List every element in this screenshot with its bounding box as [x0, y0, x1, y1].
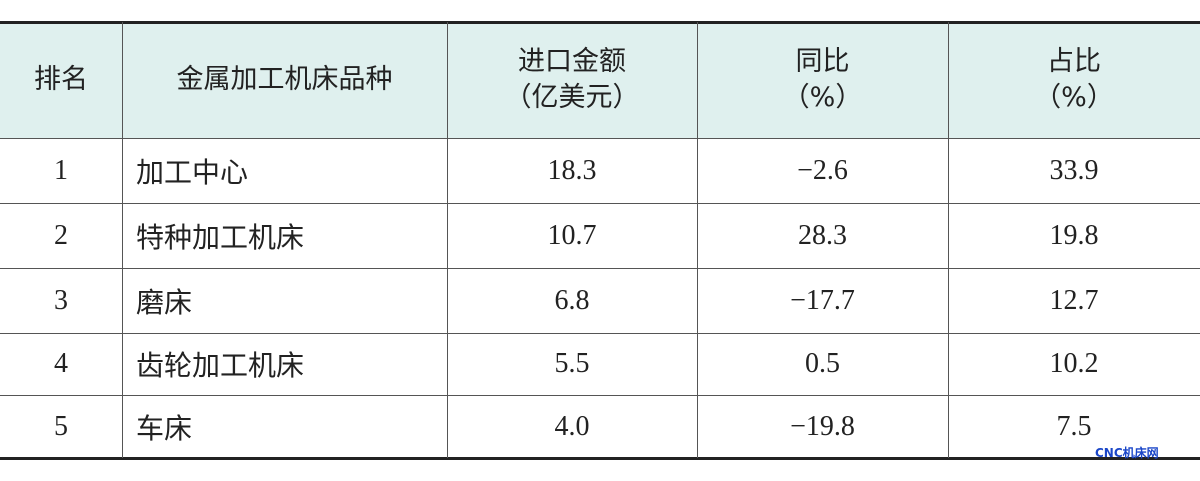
- column-border: [122, 22, 123, 458]
- header-cell: 同比 （%）: [697, 22, 948, 138]
- column-border: [697, 22, 698, 458]
- table-cell: 0.5: [805, 348, 840, 379]
- row-border: [0, 333, 1200, 334]
- row-border: [0, 138, 1200, 139]
- row-border: [0, 268, 1200, 269]
- row-border: [0, 21, 1200, 24]
- table-cell: 齿轮加工机床: [136, 351, 305, 382]
- table-cell: 2: [54, 219, 68, 251]
- header-text: 同比: [795, 46, 850, 77]
- table-cell: 10.2: [1049, 348, 1099, 379]
- table-cell: 18.3: [547, 154, 597, 186]
- header-text: 进口金额: [518, 46, 626, 77]
- row-border: [0, 203, 1200, 204]
- table-cell: 特种加工机床: [136, 222, 305, 254]
- header-cell: 排名: [0, 22, 122, 138]
- header-text: 排名: [34, 64, 88, 95]
- table-cell: 4: [54, 348, 68, 379]
- header-text: （亿美元）: [504, 82, 640, 113]
- table-cell: 加工中心: [136, 157, 249, 189]
- column-border: [948, 22, 949, 458]
- table-cell: 10.7: [547, 219, 597, 251]
- row-border: [0, 457, 1200, 460]
- table-cell: 33.9: [1049, 154, 1099, 186]
- header-cell: 占比 （%）: [948, 22, 1200, 138]
- table-cell: −17.7: [790, 284, 855, 316]
- table-cell: −2.6: [797, 154, 848, 186]
- table-cell: 5: [54, 410, 68, 442]
- table-cell: 磨床: [136, 287, 193, 319]
- watermark: CNC机床网: [1095, 446, 1159, 460]
- table-cell: 3: [54, 284, 68, 316]
- table-cell: 5.5: [554, 348, 590, 379]
- header-text: 占比: [1047, 46, 1101, 77]
- table-cell: 12.7: [1049, 284, 1099, 316]
- header-text: （%）: [782, 82, 863, 113]
- header-text: 金属加工机床品种: [176, 64, 393, 95]
- table-cell: 车床: [136, 413, 193, 445]
- table-cell: 28.3: [798, 219, 847, 251]
- table-cell: 19.8: [1049, 219, 1099, 251]
- table-cell: 4.0: [554, 410, 590, 442]
- row-border: [0, 395, 1200, 396]
- header-cell: 进口金额 （亿美元）: [447, 22, 697, 138]
- table-cell: 1: [54, 154, 68, 186]
- header-cell: 金属加工机床品种: [122, 22, 447, 138]
- table-cell: 7.5: [1056, 410, 1092, 442]
- table-cell: −19.8: [790, 410, 855, 442]
- table-cell: 6.8: [554, 284, 590, 316]
- column-border: [447, 22, 448, 458]
- header-text: （%）: [1034, 82, 1114, 113]
